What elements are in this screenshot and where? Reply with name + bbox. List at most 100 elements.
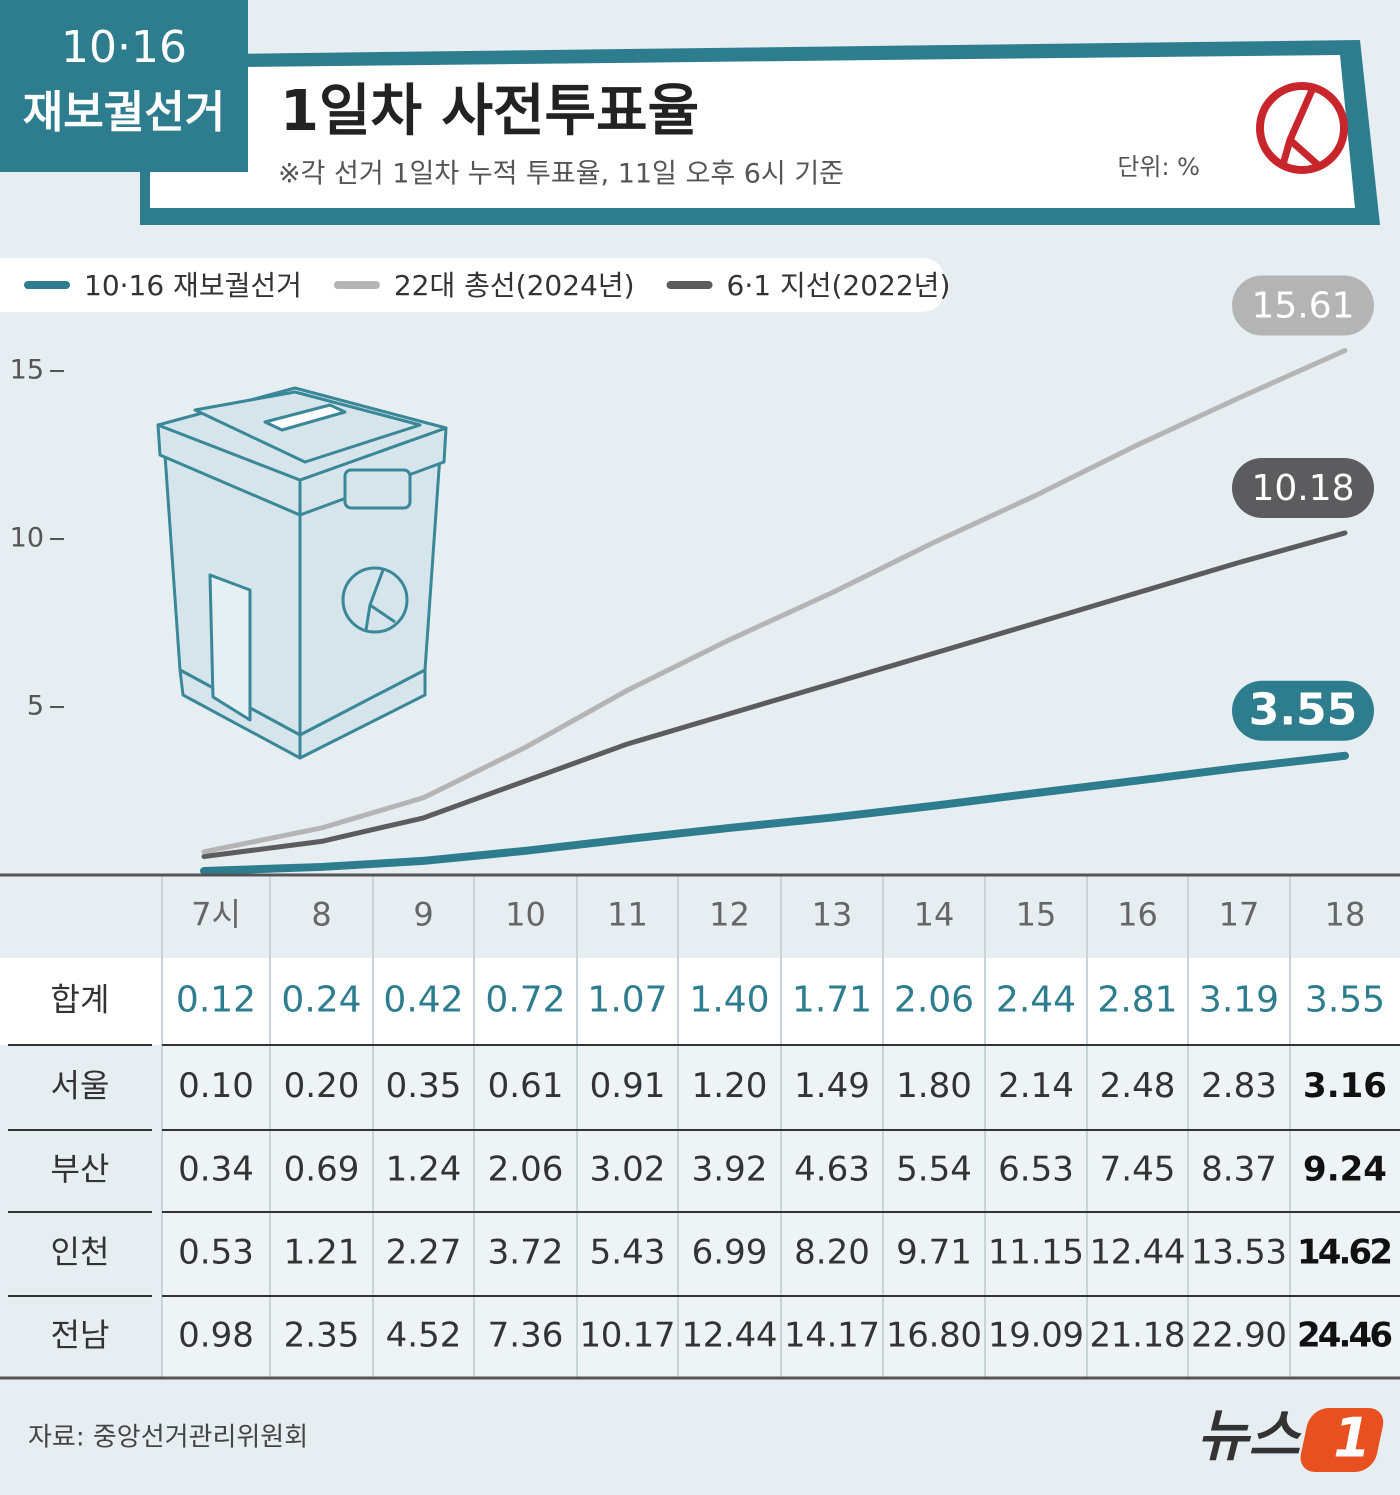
total-value: 0.42 xyxy=(383,980,463,1021)
cell-value: 9.24 xyxy=(1303,1150,1387,1190)
legend-label: 6·1 지선(2022년) xyxy=(727,269,951,302)
cell-value: 7.45 xyxy=(1100,1150,1176,1190)
cell-value: 12.44 xyxy=(682,1316,778,1356)
cell-value: 12.44 xyxy=(1090,1233,1186,1273)
logo-mark: 1 xyxy=(1333,1407,1371,1470)
cell-value: 9.71 xyxy=(896,1233,972,1273)
x-tick-label: 11 xyxy=(607,896,648,934)
cell-value: 0.34 xyxy=(178,1150,254,1190)
end-label-bubble xyxy=(1232,457,1374,518)
badge-bottom: 재보궐선거 xyxy=(23,87,225,138)
cell-value: 2.14 xyxy=(998,1066,1074,1106)
x-tick-label: 9 xyxy=(413,896,433,934)
cell-value: 2.27 xyxy=(386,1233,462,1273)
cell-value: 1.20 xyxy=(692,1066,768,1106)
cell-value: 22.90 xyxy=(1191,1316,1287,1356)
title: 1일차 사전투표율 xyxy=(280,79,699,144)
series-line xyxy=(200,751,1349,875)
badge xyxy=(0,0,248,172)
cell-value: 0.69 xyxy=(284,1150,360,1190)
cell-value: 0.91 xyxy=(590,1066,666,1106)
cell-value: 0.35 xyxy=(386,1066,462,1106)
total-value: 1.40 xyxy=(689,980,769,1021)
cell-value: 2.06 xyxy=(488,1150,564,1190)
x-tick-label: 8 xyxy=(311,896,331,934)
x-tick-label: 7시 xyxy=(191,896,241,934)
cell-value: 4.63 xyxy=(794,1150,870,1190)
cell-value: 6.53 xyxy=(998,1150,1074,1190)
table-total-bg xyxy=(0,958,1400,1045)
ballot-box-illustration xyxy=(156,386,448,760)
cell-value: 7.36 xyxy=(488,1316,564,1356)
x-tick-label: 16 xyxy=(1117,896,1158,934)
cell-value: 6.99 xyxy=(692,1233,768,1273)
cell-value: 16.80 xyxy=(886,1316,982,1356)
cell-value: 24.46 xyxy=(1297,1316,1393,1356)
end-label-bubble xyxy=(1232,275,1374,336)
logo-badge xyxy=(1300,1408,1384,1472)
election-logo xyxy=(1256,82,1348,174)
x-tick-label: 17 xyxy=(1219,896,1260,934)
cell-value: 0.10 xyxy=(178,1066,254,1106)
row-label: 인천 xyxy=(51,1233,110,1271)
cell-value: 0.53 xyxy=(178,1233,254,1273)
cell-value: 2.83 xyxy=(1201,1066,1277,1106)
cell-value: 2.35 xyxy=(284,1316,360,1356)
x-tick-label: 15 xyxy=(1016,896,1057,934)
x-tick-label: 12 xyxy=(709,896,750,934)
legend-label: 22대 총선(2024년) xyxy=(394,269,635,302)
cell-value: 11.15 xyxy=(988,1233,1084,1273)
x-tick-label: 13 xyxy=(812,896,853,934)
cell-value: 3.16 xyxy=(1303,1066,1387,1106)
cell-value: 19.09 xyxy=(988,1316,1084,1356)
legend: 10·16 재보궐선거 22대 총선(2024년) 6·1 지선(2022년) xyxy=(24,269,951,302)
legend-box xyxy=(0,258,945,312)
total-value: 1.07 xyxy=(587,980,667,1021)
table: 7시 0.12 8 0.24 9 0.42 10 0.72 11 1.07 12 1.40 13 1.71… xyxy=(0,873,1400,1380)
series-line xyxy=(201,348,1348,855)
chart: 5 10 15 10.18 15.61 3.55 xyxy=(10,275,1374,875)
y-tick-label: 10 xyxy=(10,523,44,554)
cell-value: 1.21 xyxy=(284,1233,360,1273)
banner xyxy=(150,55,1355,208)
cell-value: 1.24 xyxy=(386,1150,462,1190)
y-tick-label: 5 xyxy=(27,691,44,722)
cell-value: 0.20 xyxy=(284,1066,360,1106)
end-label: 3.55 xyxy=(1249,685,1358,736)
cell-value: 0.98 xyxy=(178,1316,254,1356)
cell-value: 8.20 xyxy=(794,1233,870,1273)
total-value: 0.12 xyxy=(176,980,256,1021)
cell-value: 21.18 xyxy=(1090,1316,1186,1356)
badge-top: 10·16 xyxy=(61,22,187,73)
total-value: 3.19 xyxy=(1199,980,1279,1021)
cell-value: 1.80 xyxy=(896,1066,972,1106)
x-tick-label: 10 xyxy=(505,896,546,934)
row-label: 합계 xyxy=(51,981,110,1019)
x-tick-label: 14 xyxy=(914,896,955,934)
y-tick-label: 15 xyxy=(10,355,44,386)
cell-value: 4.52 xyxy=(386,1316,462,1356)
cell-value: 14.17 xyxy=(784,1316,880,1356)
source: 자료: 중앙선거관리위원회 xyxy=(28,1423,308,1453)
unit: 단위: % xyxy=(1117,153,1200,181)
series-line xyxy=(201,530,1348,860)
table-header-bg xyxy=(0,875,1400,958)
cell-value: 3.72 xyxy=(488,1233,564,1273)
total-value: 2.81 xyxy=(1097,980,1177,1021)
logo-text: 뉴스 xyxy=(1197,1404,1303,1469)
subtitle: ※각 선거 1일차 누적 투표율, 11일 오후 6시 기준 xyxy=(278,159,844,190)
end-label: 10.18 xyxy=(1251,468,1354,509)
total-value: 0.24 xyxy=(281,980,361,1021)
cell-value: 2.48 xyxy=(1100,1066,1176,1106)
total-value: 3.55 xyxy=(1305,980,1385,1021)
end-label: 15.61 xyxy=(1251,286,1354,327)
cell-value: 13.53 xyxy=(1191,1233,1287,1273)
cell-value: 3.02 xyxy=(590,1150,666,1190)
cell-value: 10.17 xyxy=(580,1316,676,1356)
cell-value: 8.37 xyxy=(1201,1150,1277,1190)
cell-value: 3.92 xyxy=(692,1150,768,1190)
row-label: 부산 xyxy=(51,1150,110,1188)
total-value: 2.06 xyxy=(894,980,974,1021)
